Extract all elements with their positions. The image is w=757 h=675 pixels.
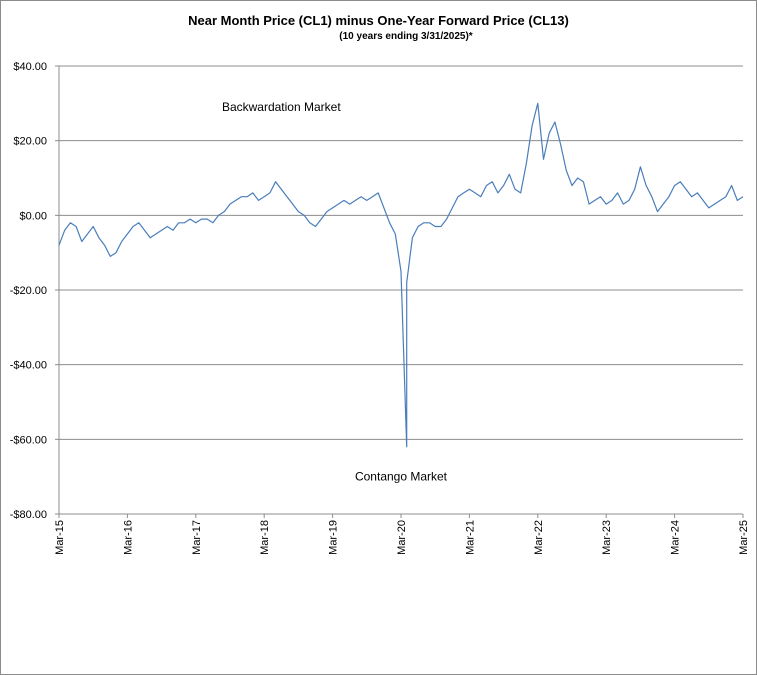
x-tick-label: Mar-23	[601, 520, 613, 555]
y-tick-label: $40.00	[13, 61, 47, 73]
x-tick-label: Mar-16	[122, 520, 134, 555]
x-tick-label: Mar-20	[396, 520, 408, 555]
x-tick-label: Mar-18	[259, 520, 271, 555]
x-tick-label: Mar-15	[54, 520, 66, 555]
series-line	[58, 102, 744, 448]
chart-subtitle: (10 years ending 3/31/2025)*	[339, 31, 473, 42]
x-tick-label: Mar-25	[738, 520, 750, 555]
x-tick-label: Mar-24	[670, 520, 682, 555]
y-tick-label: $0.00	[19, 210, 47, 222]
y-tick-label: -$60.00	[10, 434, 47, 446]
x-tick-label: Mar-22	[533, 520, 545, 555]
x-tick-label: Mar-19	[328, 520, 340, 555]
y-tick-label: -$20.00	[10, 285, 47, 297]
chart-annotation: Contango Market	[355, 469, 448, 483]
y-tick-label: -$40.00	[10, 360, 47, 372]
y-tick-label: $20.00	[13, 136, 47, 148]
chart-title: Near Month Price (CL1) minus One-Year Fo…	[188, 13, 569, 28]
y-tick-label: -$80.00	[10, 509, 47, 521]
x-tick-label: Mar-17	[191, 520, 203, 555]
chart-annotation: Backwardation Market	[222, 100, 341, 114]
x-tick-label: Mar-21	[464, 520, 476, 555]
